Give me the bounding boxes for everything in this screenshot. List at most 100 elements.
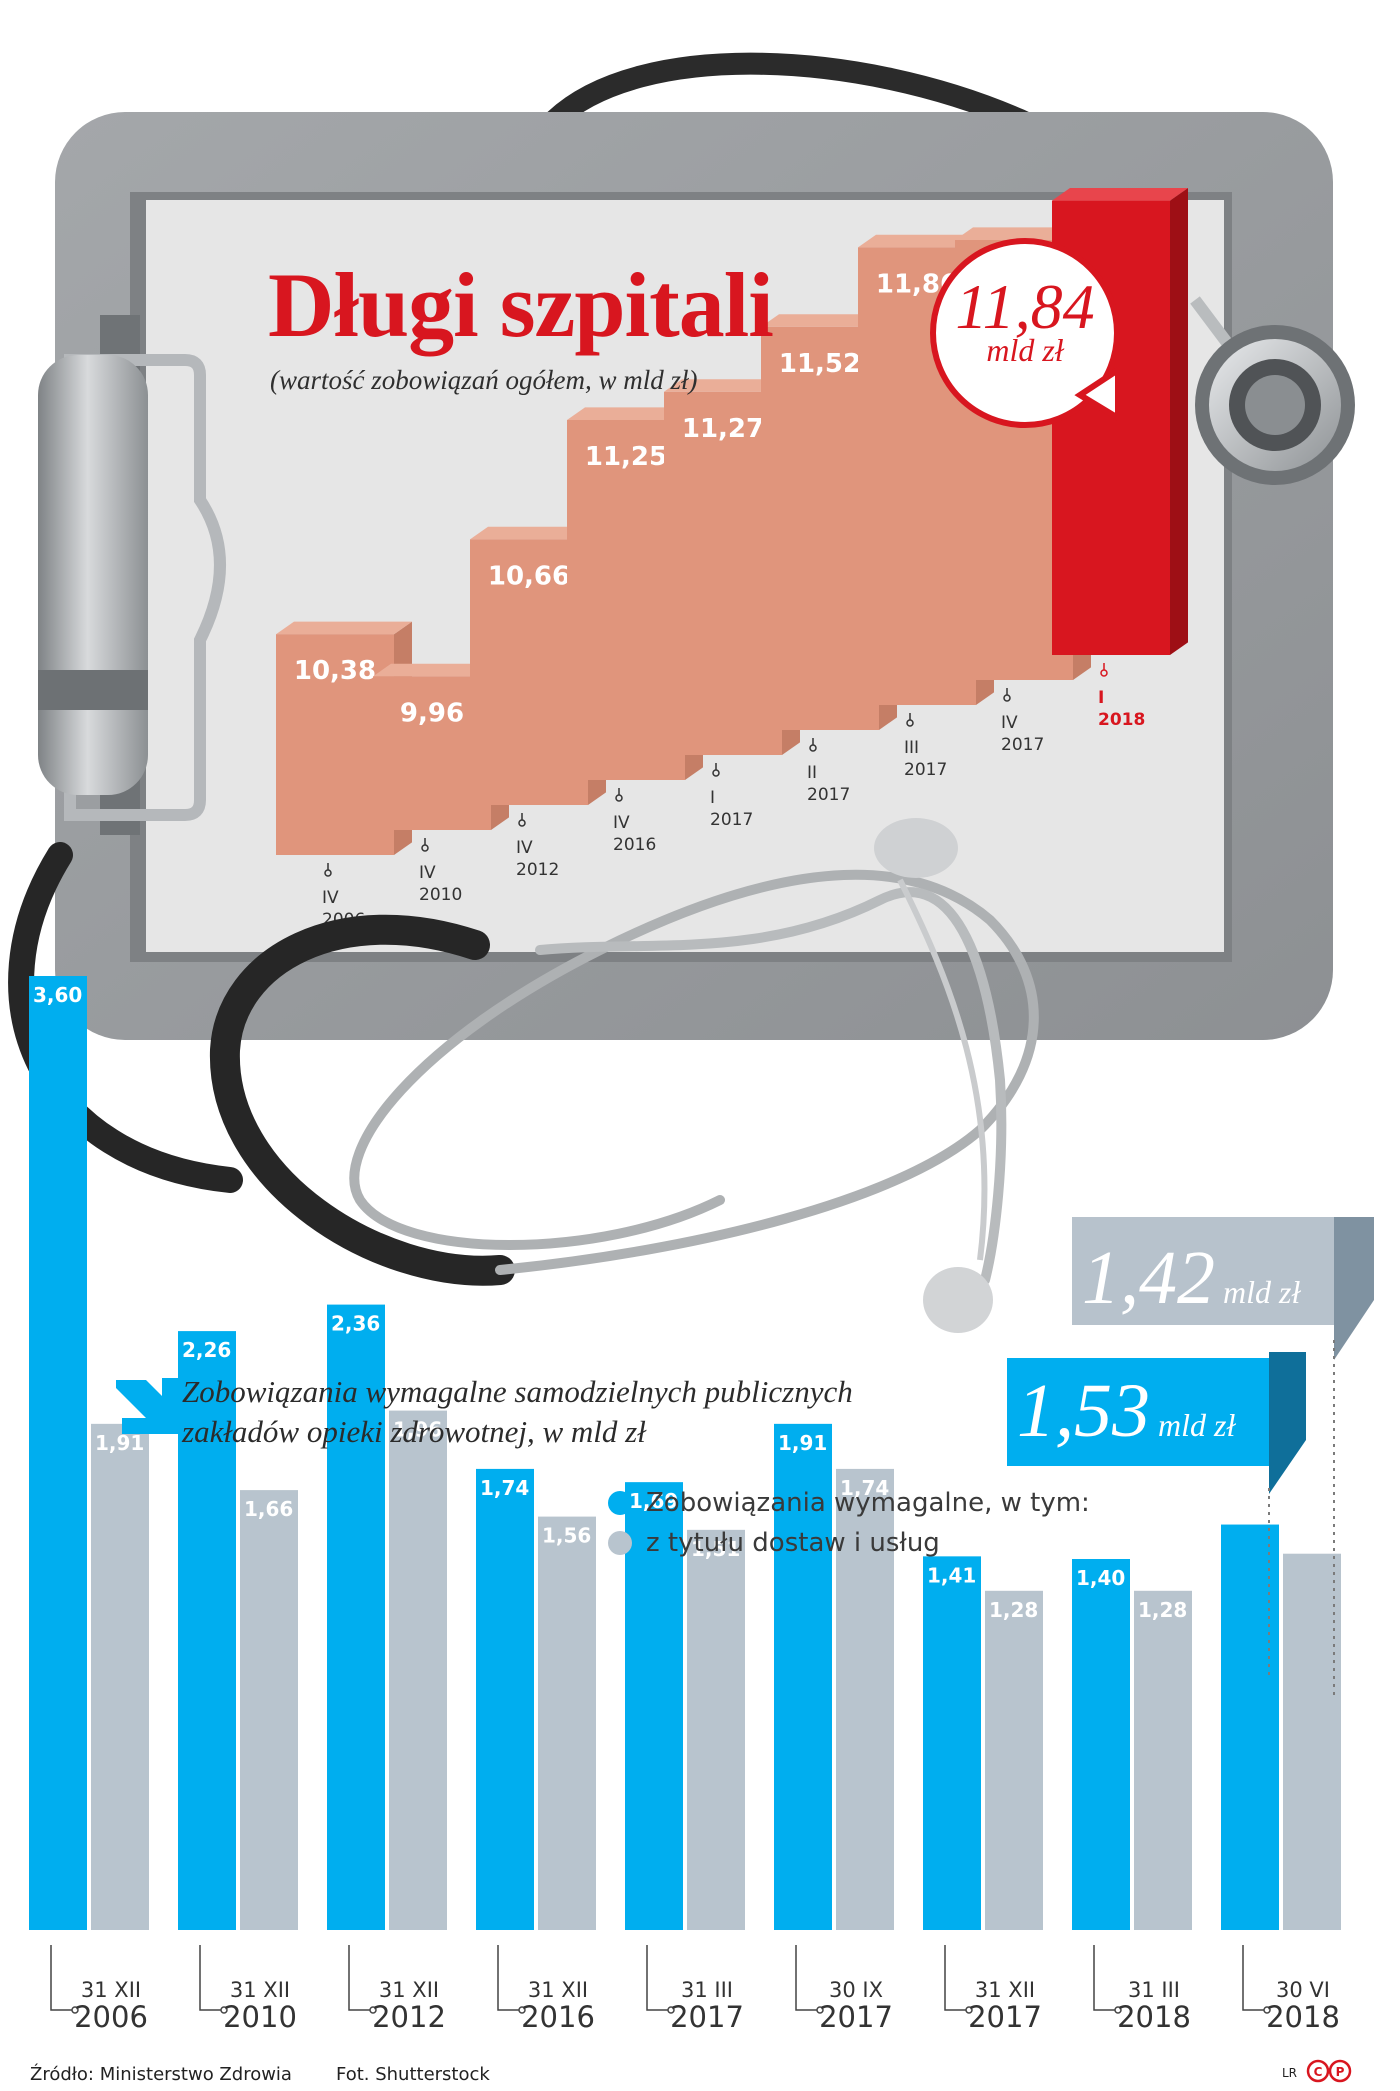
- callout-blue-unit: mld zł: [1158, 1407, 1236, 1443]
- chart2-tick-date-2: 31 XII: [379, 1978, 439, 2002]
- chart1-tick-year-3: 2016: [613, 835, 656, 855]
- chart2-bar-s0-0: 3,60: [29, 976, 87, 1930]
- chart1-tick-year-6: 2017: [904, 760, 947, 780]
- stethoscope-metal-tube-2: [535, 887, 1007, 1285]
- chart2-bar-label-s0-6: 1,41: [927, 1563, 976, 1587]
- legend-item-dostawy: z tytułu dostaw i usług: [608, 1528, 1090, 1558]
- chart2-bar-label-s1-7: 1,28: [1138, 1598, 1187, 1622]
- chart1-bar-label-2: 10,66: [488, 561, 570, 591]
- chart1-tick-quarter-2: IV: [516, 838, 533, 858]
- legend-dot-grey-icon: [608, 1531, 632, 1555]
- chart1-tick-quarter-3: IV: [613, 813, 630, 833]
- chart2-tick-date-6: 31 XII: [975, 1978, 1035, 2002]
- chart1-subtitle: (wartość zobowiązań ogółem, w mld zł): [270, 365, 698, 395]
- chart1-tick-quarter-1: IV: [419, 863, 436, 883]
- chart1-tick-quarter-6: III: [904, 738, 919, 758]
- highlight-badge: [930, 238, 1121, 428]
- chart2-bar-label-s0-2: 2,36: [331, 1312, 380, 1336]
- chart2-tick-year-5: 2017: [819, 2000, 893, 2034]
- chart2-tick-year-1: 2010: [223, 2000, 297, 2034]
- chart2-bar-s0-7: 1,40: [1072, 1559, 1130, 1930]
- chart2-bar-s0-3: 1,74: [476, 1468, 534, 1930]
- arrow-down-right-icon: [116, 1378, 178, 1434]
- chart2-bar-label-s0-1: 2,26: [182, 1338, 231, 1362]
- chart2-tick-date-5: 30 IX: [829, 1978, 883, 2002]
- chart2-tick-year-6: 2017: [968, 2000, 1042, 2034]
- callout-grey-value: 1,42: [1082, 1236, 1215, 1320]
- chart2-bar-label-s1-2: 1,96: [393, 1418, 442, 1442]
- chart2-bar-s1-3: 1,56: [538, 1516, 596, 1930]
- chart2-legend: Zobowiązania wymagalne, w tym: z tytułu …: [608, 1488, 1090, 1558]
- highlight-badge-text: 11,84 mld zł: [933, 270, 1117, 369]
- chart1-tick-quarter-5: II: [807, 763, 817, 783]
- chart2-tick-date-8: 30 VI: [1276, 1978, 1330, 2002]
- callout-grey: 1,42 mld zł: [1082, 1235, 1300, 1322]
- chart2-bar-label-s0-3: 1,74: [480, 1476, 529, 1500]
- chart2-bar-label-s1-4: 1,51: [691, 1537, 740, 1561]
- callout-grey-unit: mld zł: [1223, 1274, 1301, 1310]
- chart2-bar-s1-8: [1283, 1553, 1341, 1930]
- chart2-bar-s0-2: 2,36: [327, 1304, 385, 1930]
- chart2-bar-s1-6: 1,28: [985, 1590, 1043, 1930]
- chart2-tick-date-4: 31 III: [681, 1978, 733, 2002]
- legend-item-wymagalne: Zobowiązania wymagalne, w tym:: [608, 1488, 1090, 1518]
- legend-label-wymagalne: Zobowiązania wymagalne, w tym:: [646, 1488, 1090, 1518]
- chart1-bar-label-5: 11,52: [779, 349, 861, 379]
- clipboard-clip: [38, 315, 226, 835]
- legend-label-dostawy: z tytułu dostaw i usług: [646, 1528, 940, 1558]
- callout-grey-shape: [1072, 1217, 1374, 1700]
- chart1-tick-year-1: 2010: [419, 885, 462, 905]
- chart1-tick-year-8: 2018: [1098, 710, 1145, 730]
- chart2-tick-date-0: 31 XII: [81, 1978, 141, 2002]
- chart2-tick-year-2: 2012: [372, 2000, 446, 2034]
- footer-credit: Fot. Shutterstock: [336, 2064, 490, 2085]
- chart2-tick-date-1: 31 XII: [230, 1978, 290, 2002]
- chart2-tick-date-7: 31 III: [1128, 1978, 1180, 2002]
- chart2-bar-s0-5: 1,91: [774, 1423, 832, 1930]
- legend-dot-blue-icon: [608, 1491, 632, 1515]
- chart2-tick-year-4: 2017: [670, 2000, 744, 2034]
- chart2-bar-s1-5: 1,74: [836, 1468, 894, 1930]
- callout-blue: 1,53 mld zł: [1017, 1368, 1235, 1455]
- chart2-bar-label-s0-5: 1,91: [778, 1431, 827, 1455]
- chart2-title: Zobowiązania wymagalne samodzielnych pub…: [182, 1372, 853, 1452]
- callout-blue-value: 1,53: [1017, 1369, 1150, 1453]
- chart2-bar-s0-6: 1,41: [923, 1556, 981, 1930]
- callout-blue-shape: [1007, 1352, 1306, 1680]
- chart1-bar-label-4: 11,27: [682, 414, 764, 444]
- chart2-bar-label-s0-7: 1,40: [1076, 1566, 1125, 1590]
- highlight-badge-unit: mld zł: [986, 332, 1064, 368]
- stethoscope-tube-bottom: [209, 914, 515, 1286]
- highlight-badge-value: 11,84: [955, 271, 1095, 342]
- chart2-bar-s0-1: 2,26: [178, 1331, 236, 1930]
- stethoscope-earpiece-1: [874, 818, 958, 878]
- svg-text:P: P: [1336, 2065, 1345, 2079]
- chart2-bar-label-s1-3: 1,56: [542, 1524, 591, 1548]
- chart2-bar-s1-7: 1,28: [1134, 1590, 1192, 1930]
- chart2-tick-date-3: 31 XII: [528, 1978, 588, 2002]
- chart2-bar-s1-2: 1,96: [389, 1410, 447, 1930]
- chart2-bar-label-s1-5: 1,74: [840, 1476, 889, 1500]
- chart2-bar-s1-0: 1,91: [91, 1423, 149, 1930]
- chart2-bar-label-s0-0: 3,60: [33, 983, 82, 1007]
- chart1-tick-year-2: 2012: [516, 860, 559, 880]
- svg-text:C: C: [1314, 2065, 1323, 2079]
- stethoscope-chest-piece: [1190, 296, 1355, 485]
- chart2-tick-year-3: 2016: [521, 2000, 595, 2034]
- chart1-tick-quarter-0: IV: [322, 888, 339, 908]
- chart2-bar-s1-4: 1,51: [687, 1529, 745, 1930]
